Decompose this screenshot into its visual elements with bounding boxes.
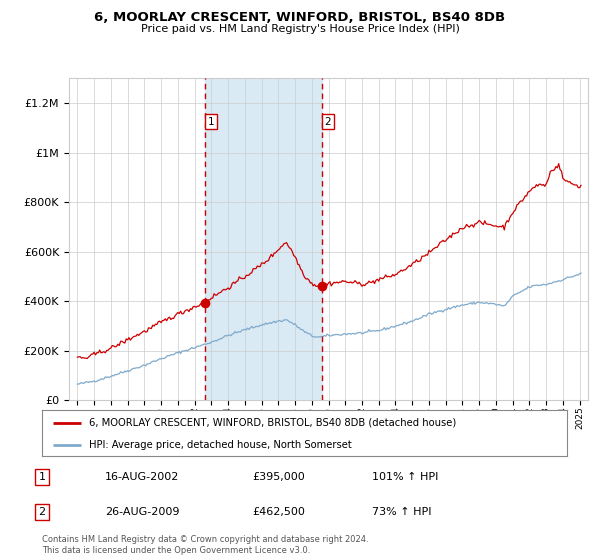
- Text: 6, MOORLAY CRESCENT, WINFORD, BRISTOL, BS40 8DB (detached house): 6, MOORLAY CRESCENT, WINFORD, BRISTOL, B…: [89, 418, 457, 428]
- Text: 2: 2: [325, 117, 331, 127]
- Text: 26-AUG-2009: 26-AUG-2009: [105, 507, 179, 517]
- Text: 101% ↑ HPI: 101% ↑ HPI: [372, 472, 439, 482]
- Text: HPI: Average price, detached house, North Somerset: HPI: Average price, detached house, Nort…: [89, 440, 352, 450]
- Text: 6, MOORLAY CRESCENT, WINFORD, BRISTOL, BS40 8DB: 6, MOORLAY CRESCENT, WINFORD, BRISTOL, B…: [94, 11, 506, 24]
- Text: 1: 1: [38, 472, 46, 482]
- Text: Price paid vs. HM Land Registry's House Price Index (HPI): Price paid vs. HM Land Registry's House …: [140, 24, 460, 34]
- Text: 73% ↑ HPI: 73% ↑ HPI: [372, 507, 431, 517]
- Text: Contains HM Land Registry data © Crown copyright and database right 2024.
This d: Contains HM Land Registry data © Crown c…: [42, 535, 368, 555]
- Bar: [205, 78, 322, 400]
- Text: £395,000: £395,000: [252, 472, 305, 482]
- Text: 2: 2: [38, 507, 46, 517]
- Text: 16-AUG-2002: 16-AUG-2002: [105, 472, 179, 482]
- Text: 1: 1: [208, 117, 214, 127]
- Text: £462,500: £462,500: [252, 507, 305, 517]
